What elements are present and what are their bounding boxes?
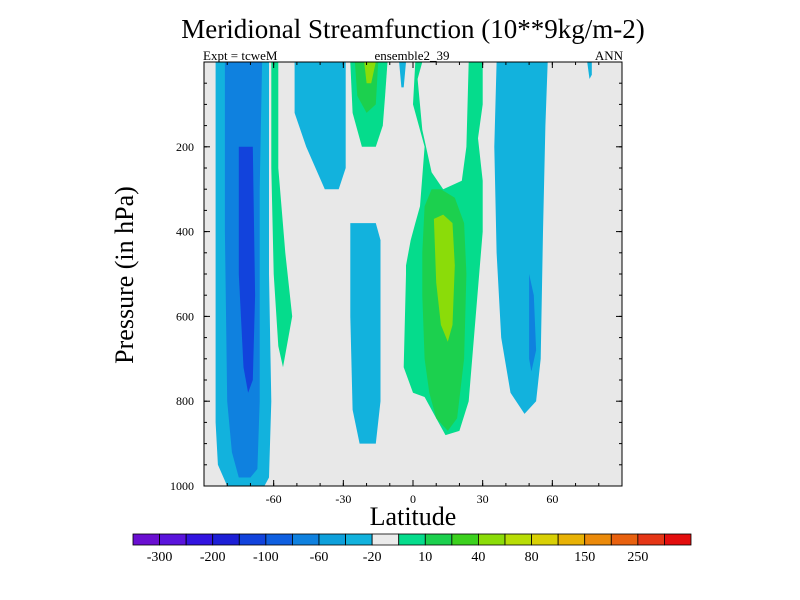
experiment-label: Expt = tcweM — [203, 48, 278, 63]
contour-sh-subtropical-positive — [271, 62, 293, 368]
y-tick-label: 400 — [176, 225, 194, 239]
y-tick-label: 800 — [176, 394, 194, 408]
colorbar-swatch — [318, 533, 346, 546]
colorbar-swatch — [345, 533, 373, 546]
y-tick-label: 600 — [176, 309, 194, 323]
colorbar-swatch — [371, 533, 400, 546]
colorbar-label: 80 — [525, 550, 539, 565]
colorbar-swatch — [265, 533, 293, 546]
colorbar-swatch — [159, 533, 187, 546]
contour-strat-blob — [399, 62, 406, 88]
x-tick-label: -60 — [266, 492, 282, 506]
colorbar-swatch — [451, 533, 479, 546]
colorbar-label: -300 — [147, 550, 173, 565]
contour-sh-hadley-cell-core — [238, 146, 256, 393]
y-tick-label: 1000 — [170, 479, 194, 493]
contour-upper-positive-cell-core — [364, 62, 376, 84]
contour-nh-hadley-cell-core — [433, 214, 455, 342]
contour-polar-blob — [587, 62, 592, 79]
x-tick-label: 30 — [477, 492, 489, 506]
colorbar-label: 150 — [574, 550, 595, 565]
x-tick-label: 0 — [410, 492, 416, 506]
colorbar-label: 250 — [627, 550, 648, 565]
colorbar-label: 40 — [471, 550, 485, 565]
ensemble-label: ensemble2_39 — [374, 48, 450, 63]
colorbar-label: -20 — [363, 550, 382, 565]
colorbar-swatch — [610, 533, 639, 546]
y-axis-label: Pressure (in hPa) — [110, 186, 139, 364]
contour-ferrel-cell-upper — [294, 62, 346, 190]
colorbar-label: -200 — [200, 550, 226, 565]
colorbar-swatch — [478, 533, 506, 546]
colorbar-swatch — [398, 533, 426, 546]
colorbar-swatch — [185, 533, 214, 546]
colorbar-swatch — [557, 533, 586, 546]
contour-mid-tropics-cell — [350, 223, 381, 444]
colorbar-label: 10 — [418, 550, 432, 565]
colorbar-swatch — [531, 533, 559, 546]
colorbar-label: -100 — [253, 550, 279, 565]
season-label: ANN — [594, 48, 623, 63]
contour-regions — [215, 62, 592, 486]
colorbar-swatch — [664, 533, 692, 546]
x-axis-label: Latitude — [369, 502, 457, 531]
colorbar: -300 -200 -100 -60 -20 10 40 80 150 250 — [132, 533, 692, 565]
colorbar-swatch — [212, 533, 240, 546]
y-tick-label: 200 — [176, 140, 194, 154]
colorbar-swatch — [637, 533, 665, 546]
colorbar-swatch — [504, 533, 532, 546]
colorbar-swatch — [132, 533, 160, 546]
colorbar-label: -60 — [310, 550, 329, 565]
x-tick-label: 60 — [546, 492, 558, 506]
colorbar-swatch — [584, 533, 612, 546]
colorbar-swatch — [238, 533, 267, 546]
colorbar-swatch — [292, 533, 320, 546]
colorbar-swatch — [424, 533, 453, 546]
x-tick-label: -30 — [335, 492, 351, 506]
chart-title: Meridional Streamfunction (10**9kg/m-2) — [181, 14, 645, 44]
contour-nh-cell-blue-right-inner — [529, 274, 537, 372]
